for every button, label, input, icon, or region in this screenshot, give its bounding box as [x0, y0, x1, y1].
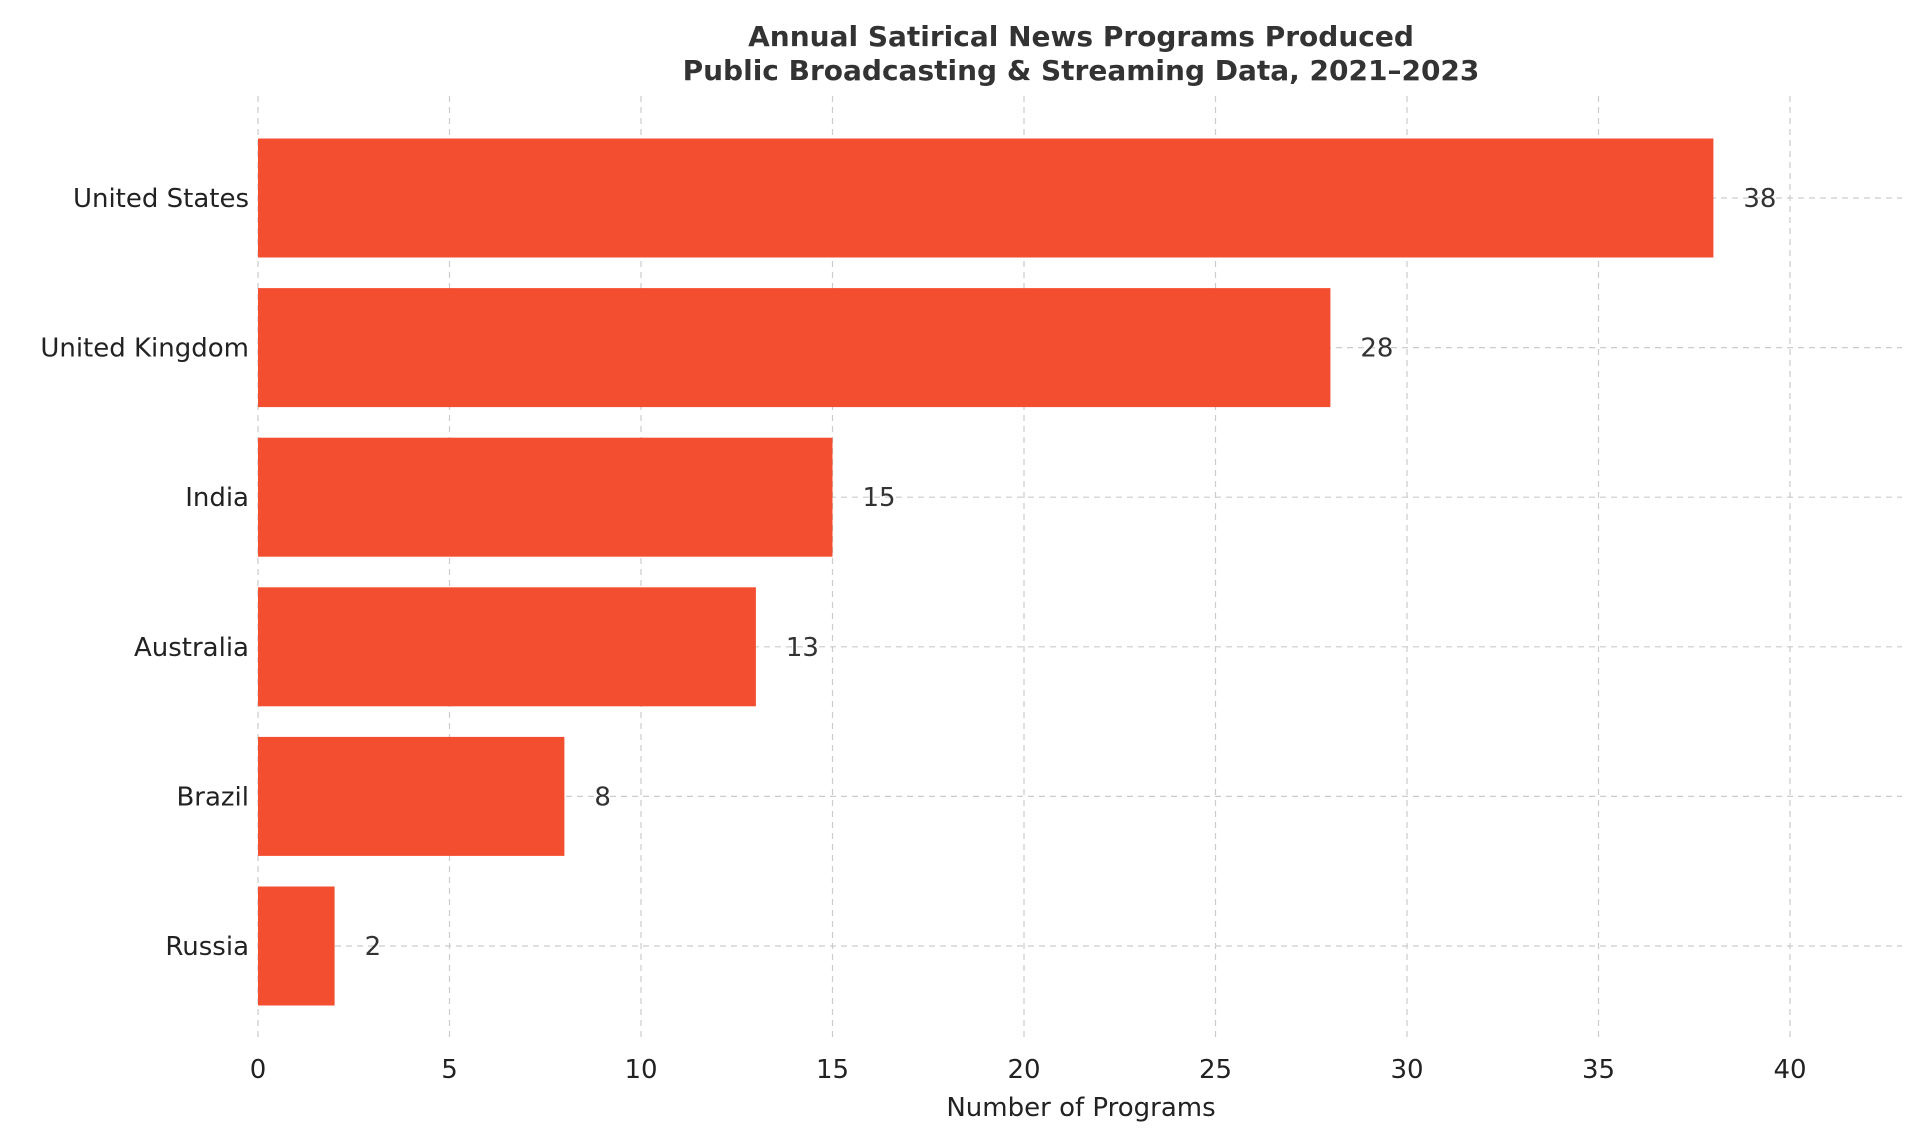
bar	[258, 736, 565, 856]
y-tick-label: India	[185, 483, 249, 513]
x-tick-label: 20	[1007, 1055, 1040, 1085]
x-axis-label: Number of Programs	[946, 1093, 1215, 1123]
x-tick-label: 40	[1773, 1055, 1806, 1085]
x-tick-label: 15	[816, 1055, 849, 1085]
y-tick-label: United States	[73, 184, 249, 214]
data-label: 28	[1360, 334, 1393, 364]
x-tick-label: 0	[250, 1055, 267, 1085]
x-tick-label: 5	[441, 1055, 458, 1085]
data-labels: 38 28 15 13 8 2	[365, 184, 1777, 962]
chart-subtitle: Public Broadcasting & Streaming Data, 20…	[683, 54, 1480, 87]
chart-title: Annual Satirical News Programs Produced	[748, 20, 1414, 53]
x-axis-tick-labels: 0 5 10 15 20 25 30 35 40	[250, 1055, 1807, 1085]
y-tick-label: United Kingdom	[40, 334, 249, 364]
data-label: 2	[365, 932, 382, 962]
x-tick-label: 10	[624, 1055, 657, 1085]
bar	[258, 288, 1331, 408]
bar	[258, 437, 833, 557]
x-tick-label: 25	[1199, 1055, 1232, 1085]
data-label: 8	[594, 782, 611, 812]
y-tick-label: Australia	[134, 633, 249, 663]
data-label: 15	[863, 483, 896, 513]
y-axis-tick-labels: United States United Kingdom India Australi…	[40, 184, 249, 962]
x-tick-label: 35	[1582, 1055, 1615, 1085]
y-tick-label: Russia	[165, 932, 249, 962]
bars	[258, 138, 1714, 1006]
x-tick-label: 30	[1390, 1055, 1423, 1085]
y-tick-label: Brazil	[176, 782, 249, 812]
bar	[258, 886, 335, 1006]
data-label: 38	[1743, 184, 1776, 214]
data-label: 13	[786, 633, 819, 663]
bar	[258, 587, 756, 707]
bar	[258, 138, 1714, 258]
